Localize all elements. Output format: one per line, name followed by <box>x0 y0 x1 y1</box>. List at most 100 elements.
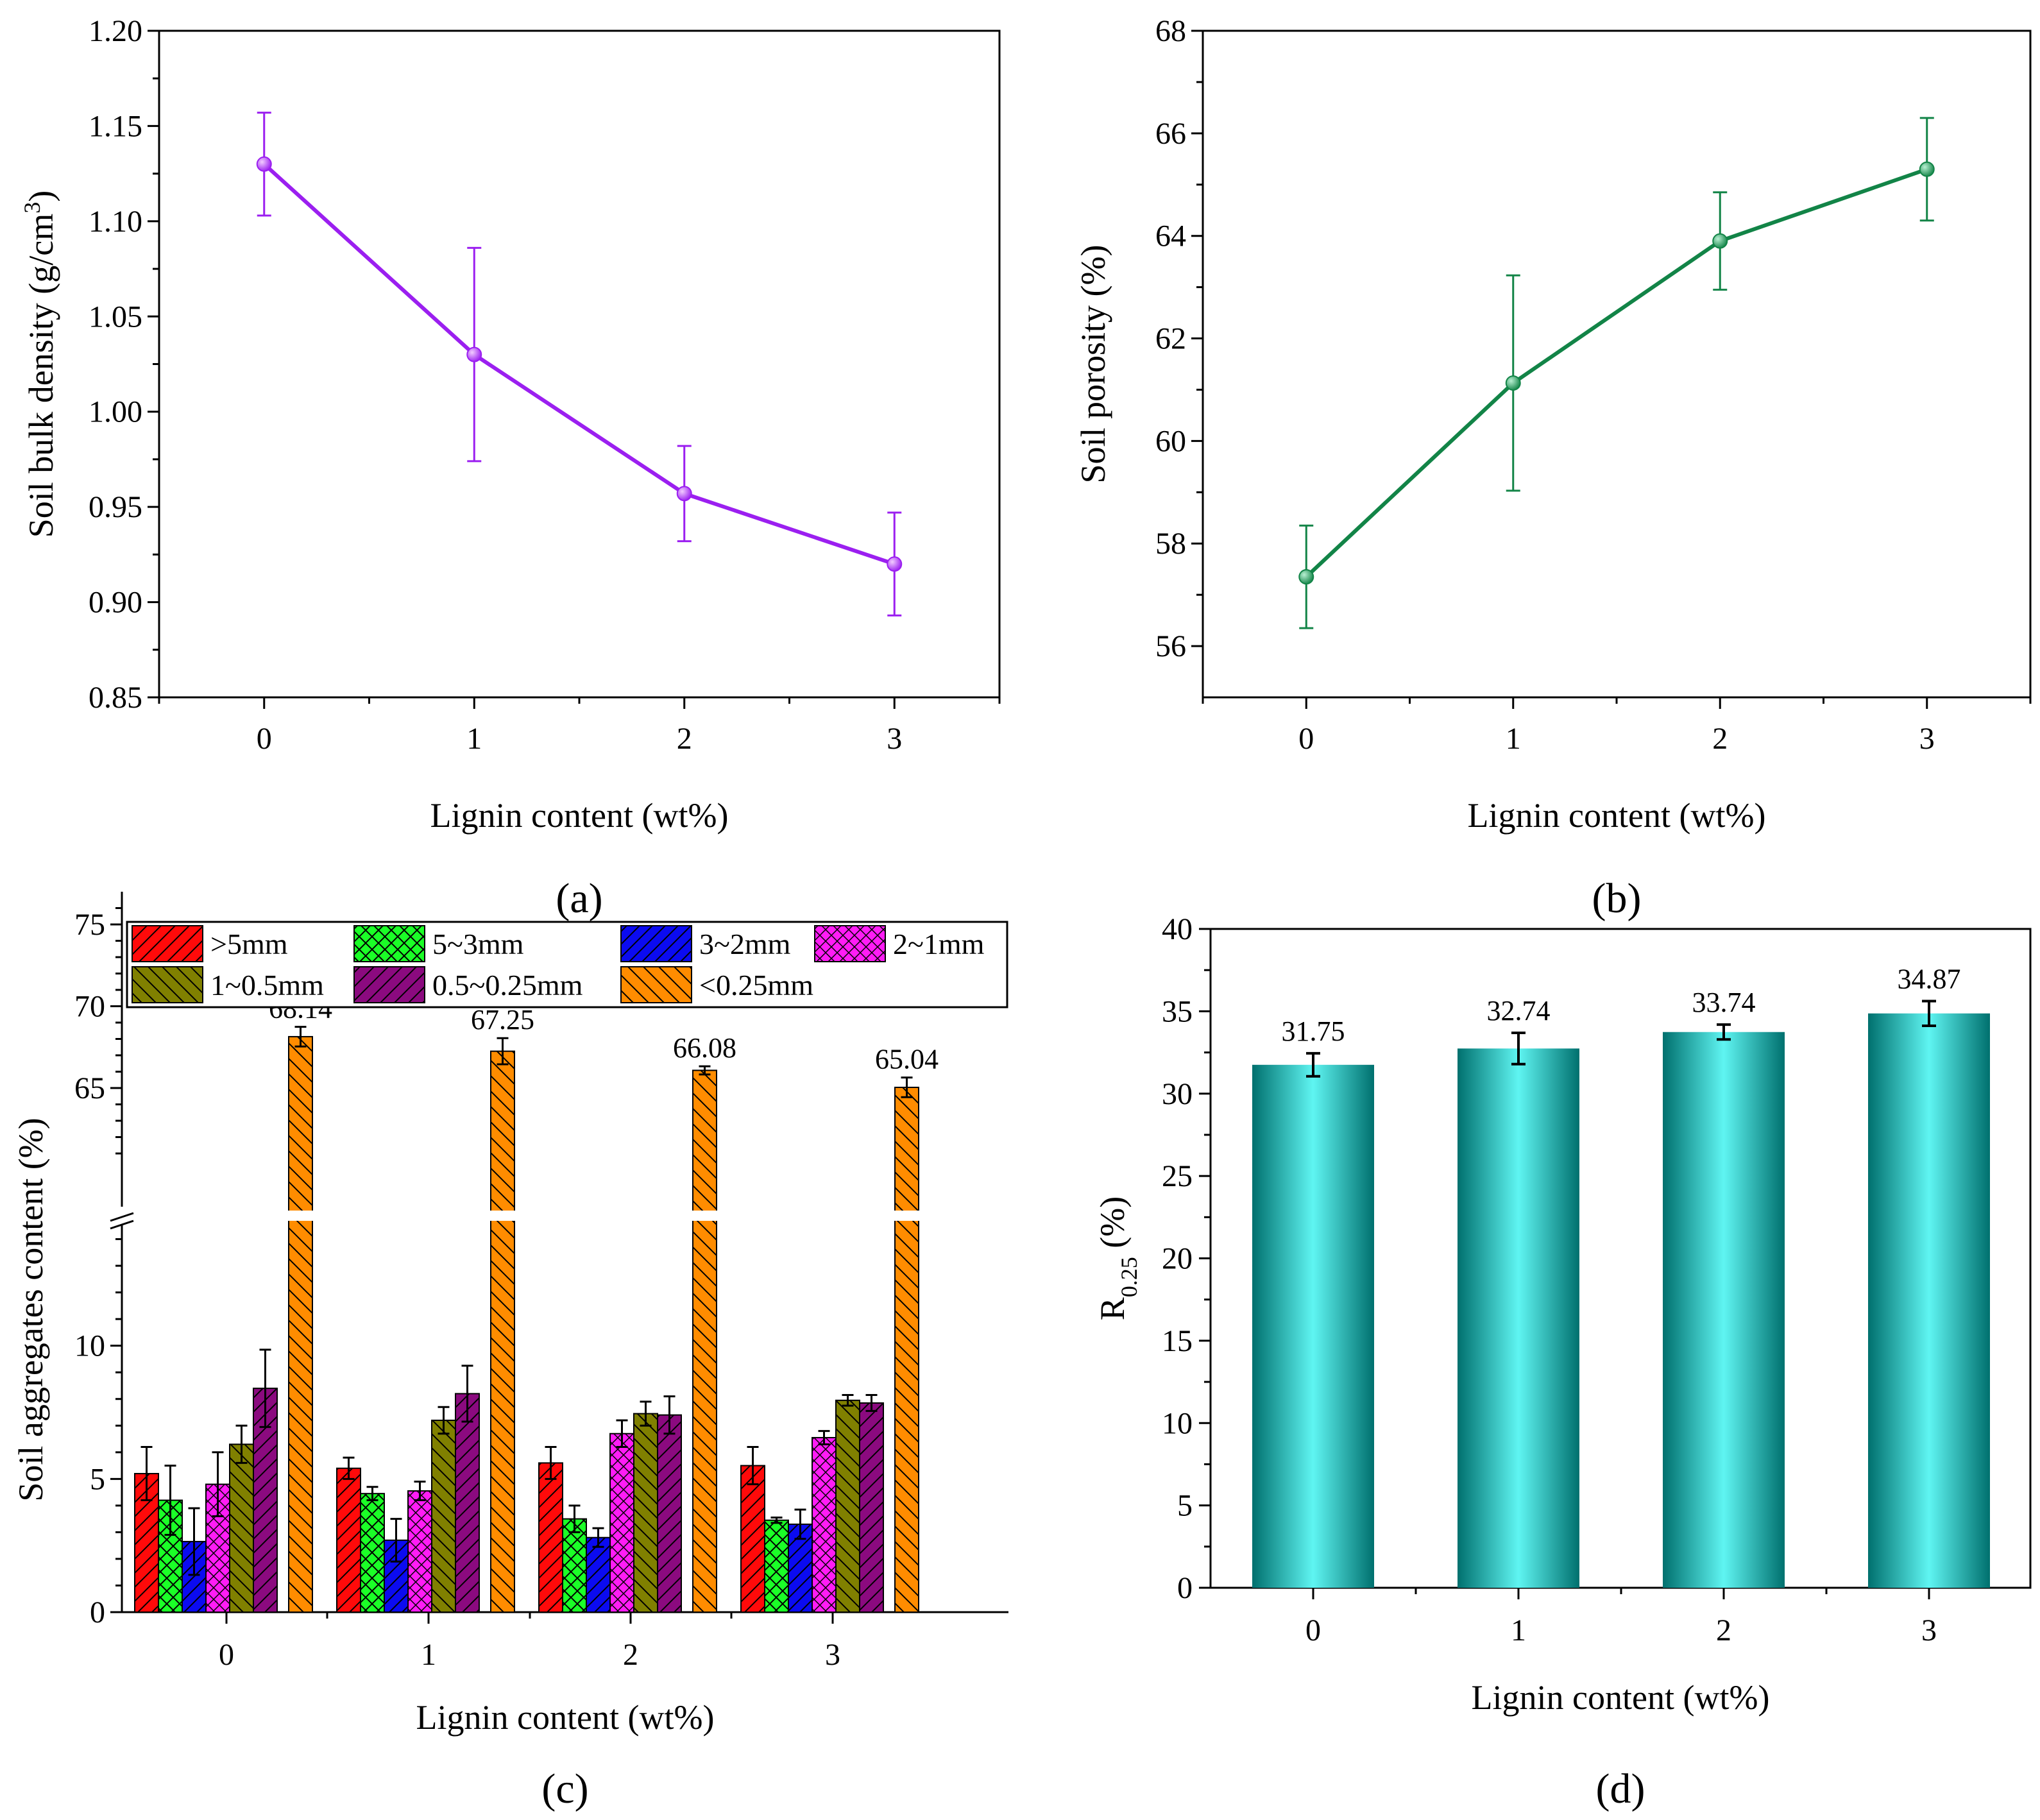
x-axis-label: Lignin content (wt%) <box>1468 796 1766 835</box>
axis-break-mark <box>110 1212 134 1222</box>
panel-label: (c) <box>541 1765 588 1812</box>
y-tick-label: 62 <box>1155 322 1186 356</box>
y-tick-label: 56 <box>1155 629 1186 663</box>
bar <box>764 1519 789 1613</box>
panel-label: (b) <box>1592 875 1642 922</box>
y-tick-label: 66 <box>1155 117 1186 151</box>
panel-label: (a) <box>556 875 602 922</box>
y-tick-label: 25 <box>1162 1159 1193 1193</box>
y-tick-label: 30 <box>1162 1077 1193 1111</box>
legend-label: 3~2mm <box>699 928 791 960</box>
data-point <box>1712 233 1728 249</box>
y-tick-label: 68 <box>1155 14 1186 48</box>
panel-label: (d) <box>1596 1765 1645 1812</box>
x-tick-label: 3 <box>1919 722 1935 756</box>
data-point <box>887 556 903 572</box>
legend-swatch <box>620 966 692 1003</box>
data-point <box>1298 569 1314 585</box>
y-tick-label: 1.20 <box>89 14 142 48</box>
legend-label: 5~3mm <box>432 928 524 960</box>
bar-break-gap <box>287 1211 314 1221</box>
y-tick-label: 75 <box>74 908 105 942</box>
data-label: 67.25 <box>471 1004 534 1035</box>
x-tick-label: 0 <box>219 1638 234 1672</box>
legend-label: >5mm <box>210 928 288 960</box>
plot-frame <box>1202 30 2032 699</box>
y-tick-label: 20 <box>1162 1242 1193 1276</box>
x-axis-label: Lignin content (wt%) <box>416 1698 715 1737</box>
legend-label: <0.25mm <box>699 969 813 1001</box>
legend: >5mm 5~3mm 3~2mm 2~1mm 1~0.5mm 0.5~0.25mm <0.2… <box>126 921 1008 1008</box>
bar <box>586 1536 611 1613</box>
legend-swatch <box>353 925 425 962</box>
data-point <box>466 346 482 362</box>
y-tick-label: 0.85 <box>89 681 142 715</box>
y-tick-label: 64 <box>1155 219 1186 253</box>
data-label: 34.87 <box>1898 963 1961 994</box>
bar-break-gap <box>893 1211 921 1221</box>
y-tick-label: 70 <box>74 990 105 1024</box>
x-tick-label: 2 <box>623 1638 638 1672</box>
legend-label: 2~1mm <box>893 928 985 960</box>
bar <box>835 1399 860 1613</box>
bar <box>609 1433 634 1613</box>
y-tick-label: 1.05 <box>89 300 142 334</box>
y-tick-label: 5 <box>1177 1489 1193 1523</box>
bar <box>1868 1013 1990 1588</box>
x-tick-label: 3 <box>825 1638 840 1672</box>
x-tick-label: 1 <box>1506 722 1521 756</box>
legend-swatch <box>620 925 692 962</box>
y-axis-label: R0.25 (%) <box>1093 1196 1142 1320</box>
x-tick-label: 3 <box>1921 1613 1937 1647</box>
bar <box>490 1050 515 1613</box>
bar <box>657 1414 682 1613</box>
y-tick-label: 65 <box>74 1071 105 1105</box>
x-tick-label: 1 <box>1511 1613 1526 1647</box>
bar <box>1663 1032 1785 1588</box>
y-tick-label: 0.95 <box>89 490 142 524</box>
legend-swatch <box>814 925 886 962</box>
legend-swatch <box>132 925 203 962</box>
panel-a: 0.85 0.90 0.95 1.00 1.05 1.10 1.15 1.20 0 1 2 3 Lign… <box>19 14 1001 922</box>
y-tick-label: 35 <box>1162 994 1193 1028</box>
x-tick-label: 0 <box>1298 722 1314 756</box>
bar <box>253 1388 278 1613</box>
y-axis-label: Soil porosity (%) <box>1074 245 1112 484</box>
legend-label: 0.5~0.25mm <box>432 969 583 1001</box>
bar <box>229 1443 254 1613</box>
y-tick-label: 40 <box>1162 912 1193 946</box>
data-label: 31.75 <box>1282 1016 1345 1047</box>
data-label: 65.04 <box>875 1044 939 1075</box>
bar <box>1458 1048 1579 1588</box>
legend-label: 1~0.5mm <box>210 969 324 1001</box>
x-tick-label: 0 <box>257 722 272 756</box>
bar <box>692 1069 717 1613</box>
y-tick-label: 1.15 <box>89 109 142 143</box>
x-tick-label: 1 <box>421 1638 436 1672</box>
panel-b: 56 58 60 62 64 66 68 0 1 2 3 Lignin content (wt%) So… <box>1074 14 2032 922</box>
y-tick-label: 60 <box>1155 424 1186 458</box>
bar <box>336 1467 361 1613</box>
x-tick-label: 3 <box>887 722 902 756</box>
y-tick-label: 5 <box>90 1462 105 1496</box>
bar <box>431 1419 456 1613</box>
x-axis-label: Lignin content (wt%) <box>1472 1678 1770 1717</box>
y-tick-label: 1.00 <box>89 395 142 429</box>
bar <box>360 1493 385 1613</box>
y-axis-label: Soil bulk density (g/cm3) <box>19 191 60 538</box>
axis-break-mark <box>110 1220 134 1230</box>
bar-break-gap <box>691 1211 718 1221</box>
data-label: 66.08 <box>673 1032 736 1064</box>
y-tick-label: 1.10 <box>89 205 142 239</box>
y-tick-label: 15 <box>1162 1324 1193 1358</box>
data-point <box>1505 375 1521 391</box>
x-axis-label: Lignin content (wt%) <box>430 796 729 835</box>
bar <box>859 1402 884 1613</box>
legend-swatch <box>353 966 425 1003</box>
data-point <box>256 156 272 172</box>
bar <box>455 1393 480 1613</box>
series-line <box>262 162 896 566</box>
bar-break-gap <box>489 1211 516 1221</box>
y-axis-label: Soil aggregates content (%) <box>12 1118 50 1501</box>
